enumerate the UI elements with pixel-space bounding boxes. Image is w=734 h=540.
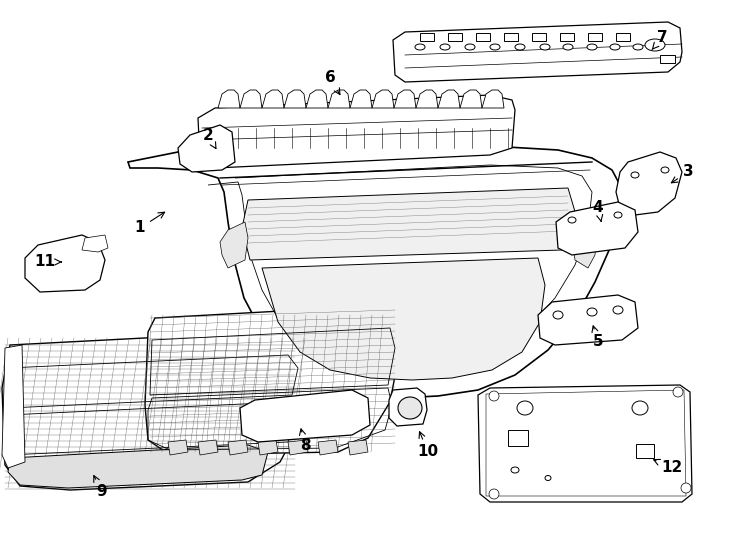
Polygon shape: [168, 440, 188, 455]
Ellipse shape: [540, 44, 550, 50]
Ellipse shape: [661, 167, 669, 173]
Ellipse shape: [553, 311, 563, 319]
Ellipse shape: [440, 44, 450, 50]
Polygon shape: [198, 95, 515, 168]
Bar: [448, 33, 462, 41]
Ellipse shape: [465, 44, 475, 50]
Polygon shape: [240, 390, 370, 442]
Polygon shape: [350, 90, 372, 108]
Text: 10: 10: [418, 431, 438, 460]
Text: 7: 7: [652, 30, 667, 50]
Polygon shape: [328, 90, 350, 108]
Ellipse shape: [515, 44, 525, 50]
Text: 12: 12: [654, 460, 683, 476]
Polygon shape: [240, 90, 262, 108]
Polygon shape: [306, 90, 328, 108]
Polygon shape: [318, 440, 338, 455]
Polygon shape: [393, 22, 682, 82]
Polygon shape: [8, 445, 268, 488]
Bar: [636, 444, 654, 458]
Ellipse shape: [517, 401, 533, 415]
Bar: [504, 33, 518, 41]
Polygon shape: [538, 295, 638, 345]
Polygon shape: [556, 202, 638, 255]
Polygon shape: [25, 235, 105, 292]
Polygon shape: [128, 146, 620, 398]
Polygon shape: [572, 222, 596, 268]
Ellipse shape: [587, 44, 597, 50]
Ellipse shape: [613, 306, 623, 314]
Ellipse shape: [587, 308, 597, 316]
Text: 11: 11: [34, 254, 61, 269]
Polygon shape: [262, 90, 284, 108]
Ellipse shape: [490, 44, 500, 50]
Polygon shape: [228, 440, 248, 455]
Text: 3: 3: [672, 165, 694, 183]
Ellipse shape: [633, 44, 643, 50]
Polygon shape: [478, 385, 692, 502]
Bar: [560, 33, 574, 41]
Polygon shape: [616, 152, 682, 215]
Ellipse shape: [631, 172, 639, 178]
Polygon shape: [2, 332, 305, 490]
Ellipse shape: [645, 39, 665, 51]
Ellipse shape: [489, 489, 499, 499]
Bar: [508, 430, 528, 446]
Ellipse shape: [511, 467, 519, 473]
Polygon shape: [82, 235, 108, 252]
Polygon shape: [242, 188, 576, 260]
Polygon shape: [198, 440, 218, 455]
Polygon shape: [220, 222, 248, 268]
Bar: [616, 33, 630, 41]
Ellipse shape: [673, 387, 683, 397]
Text: 6: 6: [324, 71, 340, 94]
Polygon shape: [394, 90, 416, 108]
Text: 5: 5: [592, 326, 603, 349]
Polygon shape: [218, 90, 240, 108]
Polygon shape: [178, 125, 235, 172]
Polygon shape: [460, 90, 482, 108]
Ellipse shape: [610, 44, 620, 50]
Ellipse shape: [398, 397, 422, 419]
Ellipse shape: [614, 212, 622, 218]
Bar: [476, 33, 490, 41]
Polygon shape: [284, 90, 306, 108]
Bar: [420, 33, 434, 41]
Ellipse shape: [415, 44, 425, 50]
Polygon shape: [416, 90, 438, 108]
Bar: [660, 55, 675, 63]
Polygon shape: [438, 90, 460, 108]
Polygon shape: [372, 90, 394, 108]
Polygon shape: [262, 258, 545, 380]
Bar: [588, 33, 602, 41]
Ellipse shape: [681, 483, 691, 493]
Text: 4: 4: [592, 200, 603, 221]
Text: 1: 1: [135, 212, 164, 235]
Polygon shape: [389, 388, 427, 426]
Polygon shape: [145, 306, 400, 455]
Ellipse shape: [545, 476, 551, 481]
Polygon shape: [482, 90, 504, 108]
Text: 9: 9: [94, 476, 107, 500]
Polygon shape: [2, 345, 25, 468]
Polygon shape: [258, 440, 278, 455]
Polygon shape: [348, 440, 368, 455]
Text: 2: 2: [203, 127, 216, 149]
Ellipse shape: [568, 217, 576, 223]
Polygon shape: [288, 440, 308, 455]
Ellipse shape: [563, 44, 573, 50]
Text: 8: 8: [299, 429, 310, 453]
Bar: [532, 33, 546, 41]
Ellipse shape: [489, 391, 499, 401]
Ellipse shape: [632, 401, 648, 415]
